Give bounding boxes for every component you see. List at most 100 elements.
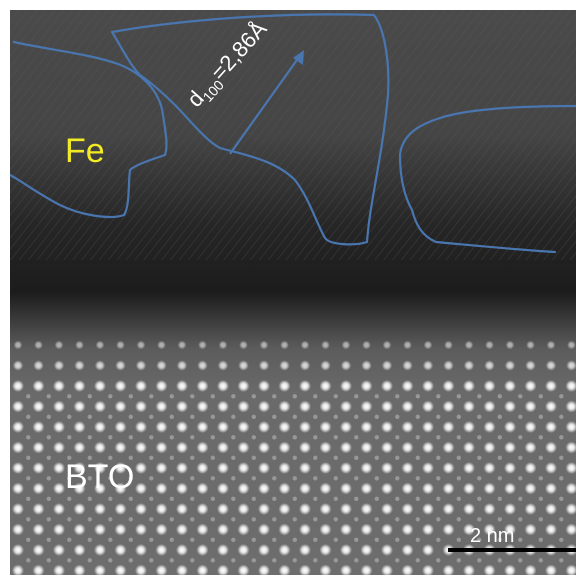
oxygen-column (292, 414, 297, 419)
oxygen-column (231, 558, 236, 563)
oxygen-column (190, 517, 195, 522)
oxygen-column (292, 496, 297, 501)
oxygen-column (415, 476, 420, 481)
atom-column (319, 441, 332, 454)
oxygen-column (538, 455, 543, 460)
oxygen-column (87, 476, 93, 481)
atom-column (504, 441, 516, 454)
atom-column (485, 340, 494, 350)
oxygen-column (46, 476, 51, 481)
oxygen-column (477, 496, 482, 501)
oxygen-column (26, 476, 31, 481)
atom-column (12, 482, 24, 495)
atom-column (237, 523, 250, 536)
oxygen-column (415, 558, 420, 563)
oxygen-column (354, 414, 359, 419)
atom-column (280, 340, 289, 350)
oxygen-column (415, 517, 420, 522)
oxygen-column (87, 517, 93, 522)
oxygen-column (374, 394, 379, 399)
atom-column (463, 462, 475, 474)
oxygen-column (292, 476, 297, 481)
atom-column (381, 503, 393, 515)
atom-column (319, 462, 332, 474)
atom-column (299, 360, 311, 371)
oxygen-column (169, 558, 174, 563)
oxygen-column (210, 476, 215, 481)
oxygen-column (477, 435, 482, 440)
oxygen-column (497, 537, 502, 542)
oxygen-column (436, 394, 441, 399)
atom-column (32, 380, 45, 392)
oxygen-column (87, 414, 93, 419)
atom-column (546, 340, 556, 350)
atom-column (483, 482, 496, 495)
oxygen-column (272, 435, 277, 440)
atom-column (565, 421, 576, 433)
oxygen-column (272, 455, 277, 460)
oxygen-column (538, 435, 543, 440)
atom-column (95, 340, 105, 350)
oxygen-column (251, 517, 256, 522)
atom-column (360, 462, 373, 474)
atom-column (340, 503, 352, 515)
atom-column (483, 441, 496, 454)
atom-column (442, 503, 455, 515)
atom-column (239, 340, 248, 350)
oxygen-column (456, 517, 461, 522)
atom-column (524, 462, 537, 474)
atom-column (319, 503, 332, 515)
atom-column (299, 380, 311, 392)
atom-column (360, 564, 373, 575)
oxygen-column (497, 414, 502, 419)
atom-column (340, 400, 352, 413)
atom-column (258, 503, 270, 515)
atom-column (32, 441, 45, 454)
atom-column (401, 482, 414, 495)
fe-label: Fe (65, 132, 105, 170)
atom-column (94, 421, 106, 433)
oxygen-column (149, 496, 154, 501)
oxygen-column (26, 455, 31, 460)
oxygen-column (190, 455, 195, 460)
atom-column (114, 441, 127, 454)
oxygen-column (538, 394, 543, 399)
oxygen-column (538, 496, 543, 501)
oxygen-column (313, 517, 318, 522)
atom-column (299, 462, 311, 474)
atom-column (114, 482, 127, 495)
atom-column (258, 400, 270, 413)
atom-column (360, 503, 373, 515)
atom-column (155, 523, 168, 536)
oxygen-column (559, 537, 564, 542)
atom-column (524, 441, 537, 454)
oxygen-column (26, 558, 31, 563)
oxygen-column (333, 435, 338, 440)
atom-column (442, 380, 455, 392)
atom-column (73, 441, 86, 454)
atom-column (545, 441, 557, 454)
oxygen-column (190, 537, 195, 542)
oxygen-column (313, 558, 318, 563)
oxygen-column (169, 476, 174, 481)
oxygen-column (313, 537, 318, 542)
atom-column (422, 441, 434, 454)
oxygen-column (272, 517, 277, 522)
atom-column (196, 400, 209, 413)
atom-column (196, 503, 209, 515)
atom-column (32, 564, 45, 575)
oxygen-column (374, 558, 379, 563)
atom-column (196, 380, 209, 392)
atom-column (155, 441, 168, 454)
oxygen-column (67, 435, 72, 440)
atom-column (32, 482, 45, 495)
oxygen-column (374, 435, 379, 440)
atom-column (565, 380, 576, 392)
oxygen-column (210, 496, 215, 501)
atom-column (381, 380, 393, 392)
atom-column (217, 503, 229, 515)
atom-column (156, 360, 167, 371)
atom-column (53, 523, 65, 536)
atom-column (340, 523, 352, 536)
oxygen-column (497, 394, 502, 399)
